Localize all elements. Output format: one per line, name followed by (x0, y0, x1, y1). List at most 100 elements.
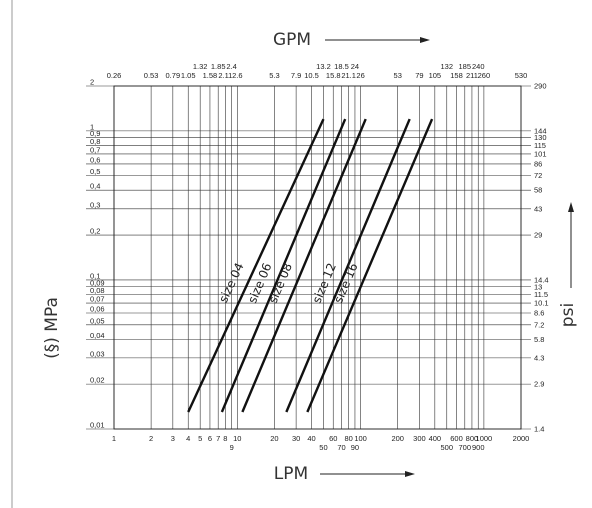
left-tick-label: 0,5 (90, 167, 100, 176)
top-tick-label: 5.3 (269, 71, 279, 80)
left-tick-label: 0,08 (90, 286, 105, 295)
left-tick-label: 0,09 (90, 278, 105, 287)
left-tick-label: 0,7 (90, 145, 100, 154)
top-tick-label: 21.1 (341, 71, 356, 80)
top-tick-label: 24 (351, 62, 359, 71)
top-tick-label: 18.5 (334, 62, 349, 71)
bottom-tick-label: 20 (270, 434, 278, 443)
bottom-tick-label: 4 (186, 434, 190, 443)
top-tick-label: 2.4 (226, 62, 236, 71)
left-tick-label: 0,2 (90, 227, 100, 236)
top-tick-label: 53 (394, 71, 402, 80)
right-tick-label: 101 (534, 149, 547, 158)
top-tick-label: 2.6 (232, 71, 242, 80)
right-tick-label: 29 (534, 231, 542, 240)
plot-frame (113, 85, 522, 430)
top-axis-title: GPM (273, 30, 311, 50)
bottom-tick-label: 9 (230, 443, 234, 452)
left-tick-label: 0,8 (90, 137, 100, 146)
series-line (187, 118, 325, 413)
bottom-tick-label: 70 (337, 443, 345, 452)
right-tick-label: 144 (534, 126, 547, 135)
right-tick-label: 13 (534, 282, 542, 291)
top-tick-label: 1.32 (193, 62, 208, 71)
right-axis-title: psi (558, 303, 578, 327)
top-tick-label: 0.26 (107, 71, 122, 80)
right-tick-label: 2.9 (534, 380, 544, 389)
left-tick-label: 0,4 (90, 182, 100, 191)
top-tick-label: 240 (472, 62, 485, 71)
top-tick-label: 530 (515, 71, 528, 80)
bottom-tick-label: 40 (307, 434, 315, 443)
top-tick-label: 132 (441, 62, 454, 71)
left-tick-label: 0,1 (90, 271, 100, 280)
bottom-tick-label: 1 (112, 434, 116, 443)
right-tick-label: 58 (534, 186, 542, 195)
bottom-tick-label: 400 (429, 434, 442, 443)
top-tick-label: 79 (415, 71, 423, 80)
bottom-tick-label: 300 (413, 434, 426, 443)
bottom-tick-label: 800 (466, 434, 479, 443)
bottom-tick-label: 2000 (513, 434, 530, 443)
series-line (285, 118, 411, 413)
top-tick-label: 105 (429, 71, 442, 80)
bottom-tick-label: 5 (198, 434, 202, 443)
bottom-tick-label: 600 (450, 434, 463, 443)
right-tick-label: 115 (534, 141, 546, 150)
bottom-tick-label: 200 (391, 434, 404, 443)
top-tick-label: 10.5 (304, 71, 319, 80)
bottom-tick-label: 100 (354, 434, 367, 443)
left-tick-label: 0,9 (90, 129, 100, 138)
grid-lines (86, 85, 531, 430)
series-line (220, 118, 347, 413)
right-tick-label: 86 (534, 159, 542, 168)
bottom-tick-label: 3 (171, 434, 175, 443)
right-tick-label: 290 (534, 82, 547, 91)
left-axis-title: (§) MPa (42, 297, 62, 359)
bottom-tick-label: 80 (344, 434, 352, 443)
bottom-tick-label: 700 (459, 443, 472, 452)
left-tick-label: 1 (90, 122, 94, 131)
left-tick-label: 0,6 (90, 155, 100, 164)
left-tick-label: 0,07 (90, 295, 105, 304)
series-line (241, 118, 367, 413)
bottom-tick-label: 8 (223, 434, 227, 443)
top-tick-label: 2.11 (218, 71, 232, 80)
right-axis-arrow-head (568, 202, 574, 212)
right-tick-label: 130 (534, 133, 547, 142)
right-tick-label: 1.4 (534, 425, 544, 434)
right-tick-label: 14.4 (534, 275, 549, 284)
left-tick-label: 0,3 (90, 200, 100, 209)
bottom-axis-arrow-head (405, 471, 415, 477)
top-tick-label: 158 (450, 71, 463, 80)
bottom-axis-title: LPM (274, 464, 308, 484)
right-tick-label: 5.8 (534, 335, 544, 344)
top-tick-label: 0.79 (166, 71, 181, 80)
left-tick-label: 0,05 (90, 316, 105, 325)
top-axis-arrow-head (420, 37, 430, 43)
bottom-tick-label: 50 (319, 443, 327, 452)
left-tick-label: 0,04 (90, 331, 105, 340)
top-tick-label: 1.58 (203, 71, 218, 80)
bottom-tick-label: 90 (351, 443, 359, 452)
left-tick-label: 0,01 (90, 421, 105, 430)
bottom-tick-label: 500 (441, 443, 454, 452)
top-tick-label: 15.8 (326, 71, 341, 80)
bottom-tick-label: 7 (216, 434, 220, 443)
left-tick-label: 2 (90, 78, 94, 87)
bottom-tick-label: 6 (208, 434, 212, 443)
left-tick-label: 0,02 (90, 376, 105, 385)
top-tick-label: 0.53 (144, 71, 159, 80)
bottom-tick-label: 900 (472, 443, 485, 452)
bottom-tick-label: 30 (292, 434, 300, 443)
series-group (187, 118, 434, 413)
right-tick-label: 11.5 (534, 290, 548, 299)
right-tick-label: 10.1 (534, 299, 549, 308)
bottom-tick-label: 60 (329, 434, 337, 443)
series-line (306, 118, 434, 413)
right-tick-label: 72 (534, 171, 542, 180)
